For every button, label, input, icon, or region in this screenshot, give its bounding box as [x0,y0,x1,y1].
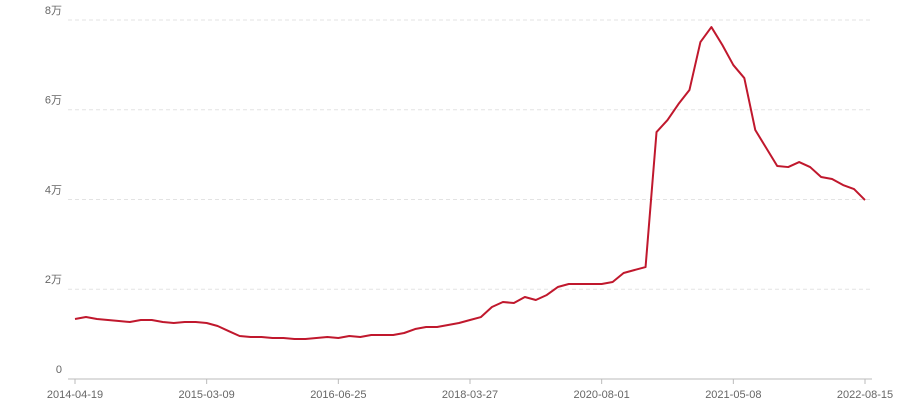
x-tick-label: 2016-06-25 [310,389,366,400]
y-tick-label: 0 [56,364,62,376]
line [74,26,866,341]
x-tick-label: 2021-05-08 [705,389,761,400]
y-tick-label: 2万 [45,274,62,286]
x-tick-label: 2015-03-09 [179,389,235,400]
y-tick-label: 4万 [45,184,62,196]
x-tick-label: 2020-08-01 [574,389,630,400]
y-tick-label: 8万 [45,5,62,17]
x-tick-label: 2022-08-15 [837,389,893,400]
x-tick-label: 2014-04-19 [47,389,103,400]
y-tick-label: 6万 [45,95,62,107]
x-tick-label: 2018-03-27 [442,389,498,400]
